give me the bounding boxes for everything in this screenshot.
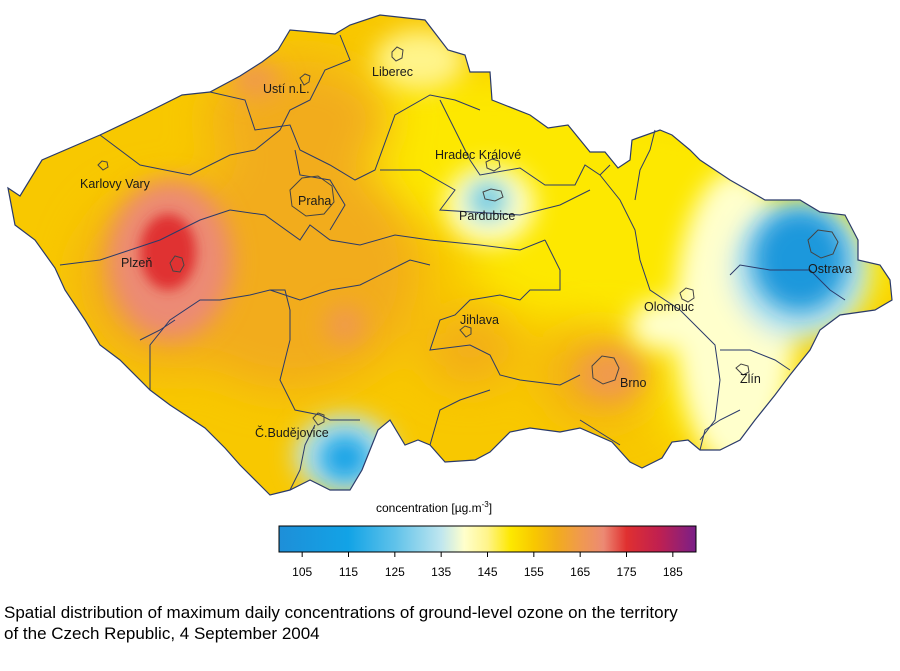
city-outlines (97, 46, 839, 426)
city-labels: Ustí n.L. Liberec Hradec Králové Karlovy… (80, 65, 852, 440)
scale-tick-label: 105 (292, 565, 313, 579)
city-label-liberec: Liberec (372, 65, 413, 79)
scale-tick-label: 155 (523, 565, 544, 579)
scale-tick-label: 145 (477, 565, 498, 579)
figure-caption: Spatial distribution of maximum daily co… (4, 602, 884, 644)
city-label-olomouc: Olomouc (644, 300, 694, 314)
city-label-praha: Praha (298, 194, 331, 208)
scale-tick-label: 135 (431, 565, 452, 579)
scale-tick-label: 165 (570, 565, 591, 579)
city-label-jihlava: Jihlava (460, 313, 499, 327)
city-label-brno: Brno (620, 376, 646, 390)
city-label-karlovy: Karlovy Vary (80, 177, 151, 191)
color-scale-bar (278, 525, 697, 553)
city-label-pardubice: Pardubice (459, 209, 515, 223)
scale-tick-label: 175 (616, 565, 637, 579)
legend-title: concentration [µg.m-3] (376, 500, 493, 515)
caption-line-2: of the Czech Republic, 4 September 2004 (4, 624, 320, 643)
city-label-hradec: Hradec Králové (435, 148, 521, 162)
scale-tick-label: 115 (338, 565, 359, 579)
scale-tick-label: 185 (662, 565, 683, 579)
city-label-budejovice: Č.Budějovice (255, 425, 329, 440)
caption-line-1: Spatial distribution of maximum daily co… (4, 603, 678, 622)
region-boundaries (59, 34, 846, 491)
scale-ticks (301, 552, 674, 557)
city-label-plzen: Plzeň (121, 256, 152, 270)
city-label-zlin: Zlín (740, 372, 761, 386)
ozone-map: Ustí n.L. Liberec Hradec Králové Karlovy… (7, 14, 893, 557)
city-label-ostrava: Ostrava (808, 262, 852, 276)
city-label-usti: Ustí n.L. (263, 82, 310, 96)
scale-tick-label: 125 (384, 565, 405, 579)
